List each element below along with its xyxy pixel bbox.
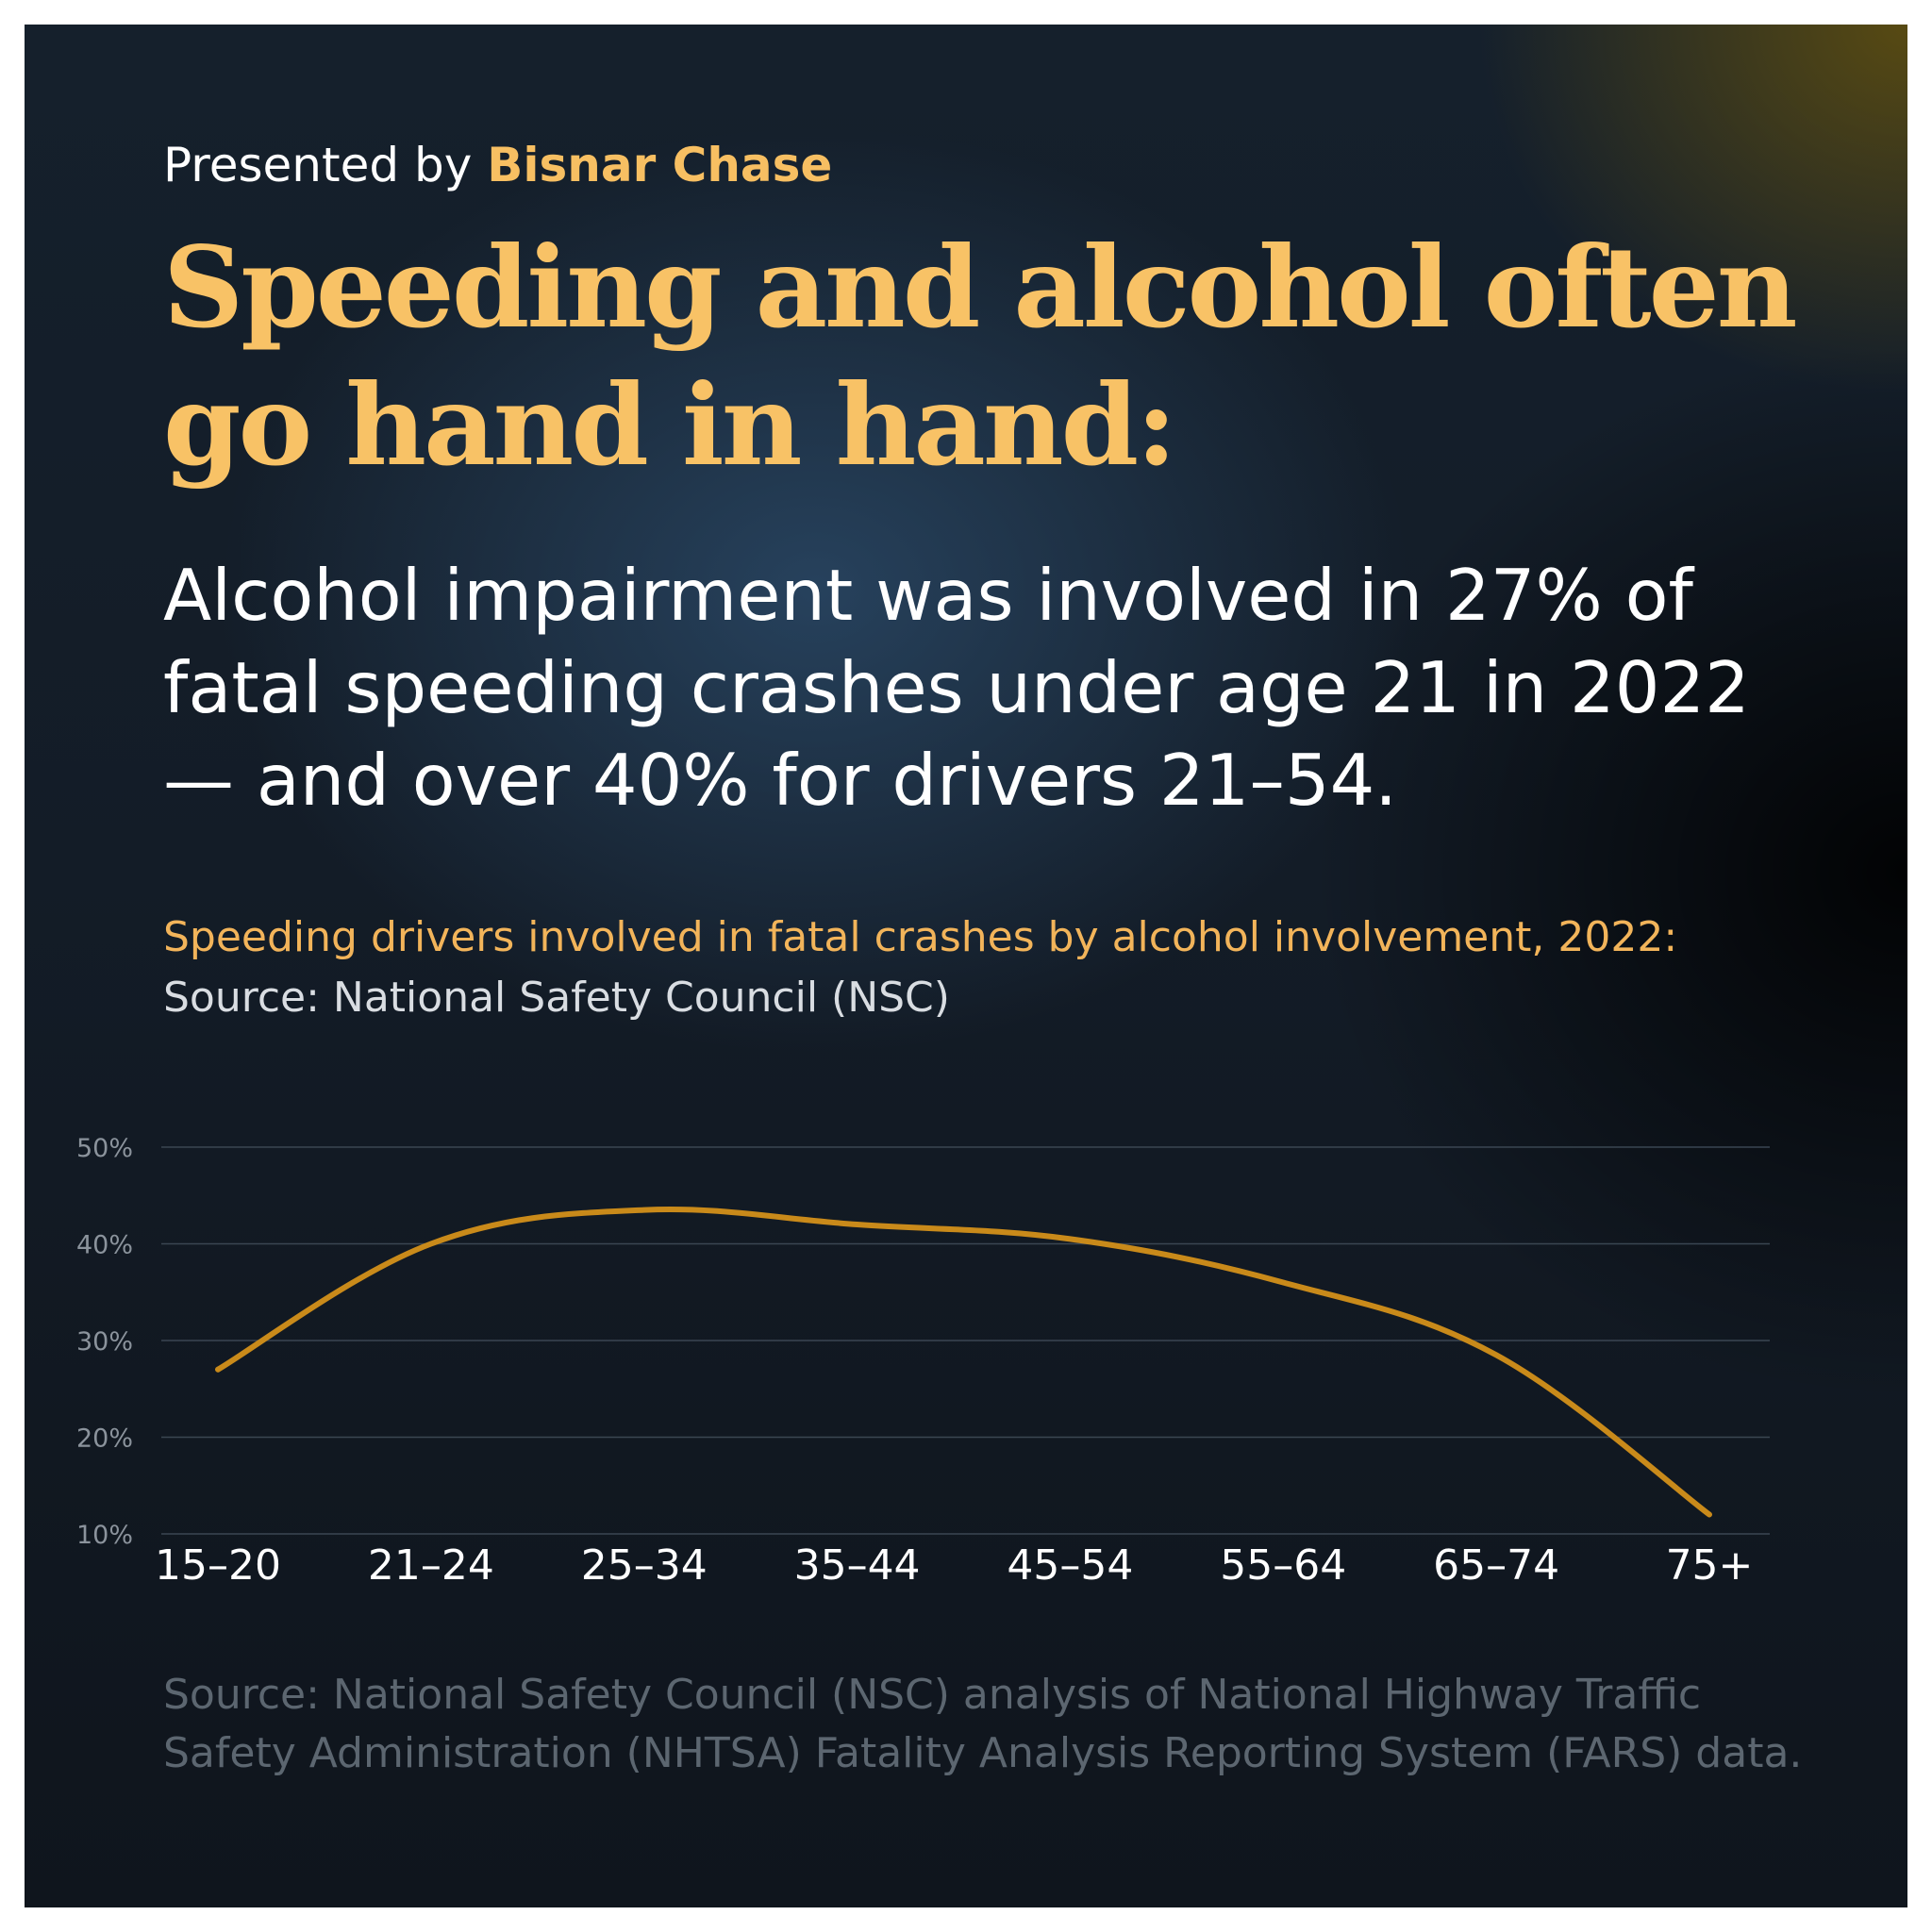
series-line [215,1207,1712,1518]
x-tick-label: 75+ [1666,1541,1754,1590]
presented-prefix: Presented by [163,138,473,192]
x-tick-label: 35–44 [794,1541,921,1590]
brand-name: Bisnar Chase [487,138,833,192]
footer-source-note: Source: National Safety Council (NSC) an… [163,1671,1803,1777]
x-tick-label: 55–64 [1220,1541,1346,1590]
series-layer [215,1207,1712,1518]
y-tick-label: 20% [76,1424,133,1454]
line-chart: 10% 20% 30% 40% 50% 15–20 21–24 25–34 35–44 45–5… [76,1134,1770,1590]
presented-by: Presented by Bisnar Chase [163,138,832,192]
subhead: Alcohol impairment was involved in 27% o… [163,554,1750,822]
y-tick-label: 30% [76,1327,133,1357]
chart-title: Speeding drivers involved in fatal crash… [163,913,1678,961]
x-tick-label: 25–34 [581,1541,708,1590]
x-tick-label: 15–20 [155,1541,281,1590]
x-tick-label: 21–24 [368,1541,494,1590]
x-tick-label: 45–54 [1007,1541,1133,1590]
y-axis-ticks: 10% 20% 30% 40% 50% [76,1134,133,1550]
x-axis-ticks: 15–20 21–24 25–34 35–44 45–54 55–64 65–74 75+ [155,1541,1753,1590]
grid-layer [161,1146,1770,1535]
y-tick-label: 40% [76,1231,133,1260]
chart-source: Source: National Safety Council (NSC) [163,974,950,1022]
infographic-card: Presented by Bisnar Chase Speeding and a… [25,25,1907,1907]
x-tick-label: 65–74 [1433,1541,1559,1590]
y-tick-label: 50% [76,1134,133,1163]
headline: Speeding and alcohol often go hand in ha… [163,222,1798,491]
y-tick-label: 10% [76,1521,133,1550]
